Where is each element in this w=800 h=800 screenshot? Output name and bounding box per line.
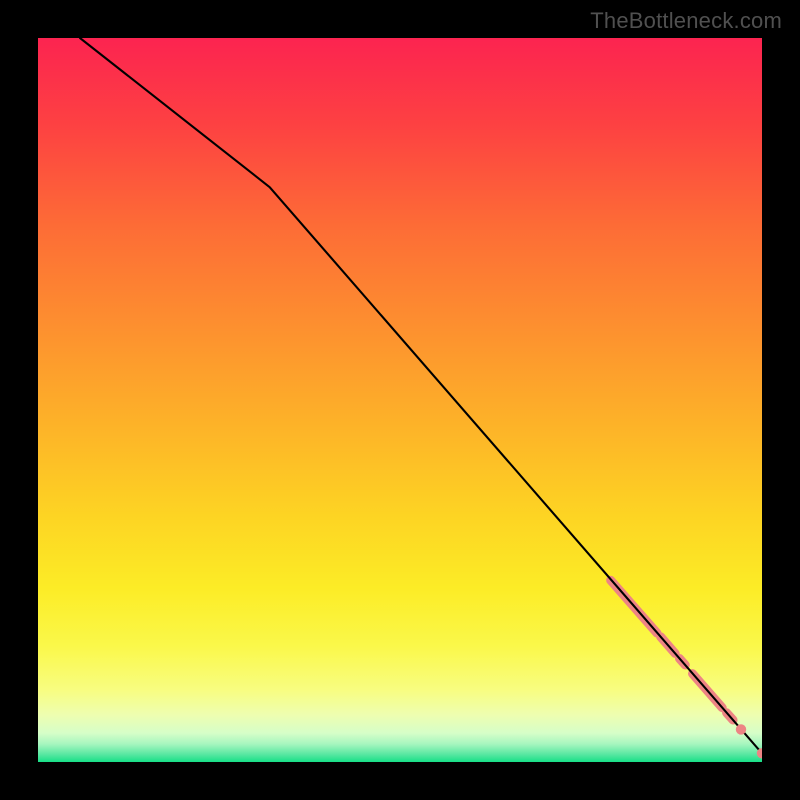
main-curve bbox=[80, 38, 762, 753]
chart-plot-area bbox=[38, 38, 762, 762]
attribution-text: TheBottleneck.com bbox=[590, 8, 782, 34]
highlight-dots bbox=[736, 724, 762, 758]
chart-line-layer bbox=[38, 38, 762, 762]
